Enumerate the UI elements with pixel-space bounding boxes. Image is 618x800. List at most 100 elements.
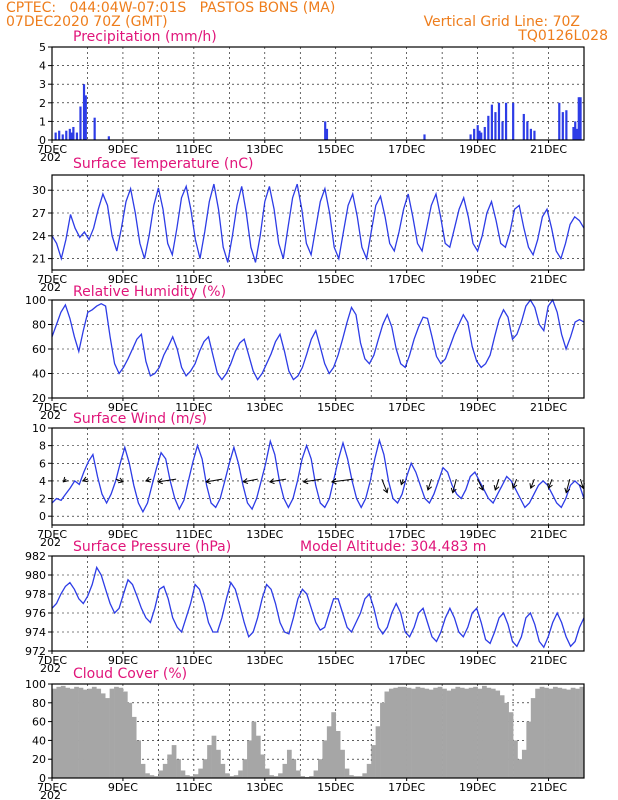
cloud-bar [69, 688, 75, 778]
y-tick-label: 5 [39, 41, 46, 54]
wind-arrow-head [330, 478, 337, 485]
x-tick-label: 13DEC [246, 654, 283, 667]
panel-frame [51, 46, 585, 141]
cloud-bar [233, 775, 239, 778]
wind-arrow-head [205, 478, 211, 485]
y-tick-label: 100 [25, 294, 46, 307]
cloud-bar [437, 686, 443, 778]
wind-arrow [477, 478, 484, 491]
wind-arrow [548, 478, 553, 489]
x-tick-label: 11DEC [175, 781, 212, 794]
wind-arrow-head [529, 483, 536, 490]
x-tick-label: 19DEC [459, 401, 496, 414]
x-tick-label: 7DEC [37, 654, 67, 667]
cloud-bar [357, 776, 363, 778]
panel-6 [48, 683, 585, 781]
cloud-bar [313, 770, 319, 778]
x-tick-label: 15DEC [317, 654, 354, 667]
cloud-bar [482, 685, 487, 778]
x-tick-label: 17DEC [388, 143, 425, 156]
cloud-bar [384, 691, 390, 778]
wind-arrow [579, 479, 584, 489]
cloud-bar [114, 686, 119, 778]
cloud-bar [388, 688, 394, 778]
x-tick-label: 9DEC [108, 401, 138, 414]
cloud-bar [286, 749, 292, 778]
cloud-bar [353, 776, 359, 778]
x-tick-label: 19DEC [459, 273, 496, 286]
y-tick-label: 10 [32, 422, 46, 435]
y-tick-label: 80 [32, 319, 46, 332]
cloud-bar [402, 686, 407, 778]
cloud-bar [60, 685, 66, 778]
y-tick-label: 974 [25, 626, 46, 639]
y-tick-label: 24 [32, 230, 46, 243]
cloud-bar [105, 698, 110, 778]
y-tick-label: 40 [32, 734, 46, 747]
cloud-bar [136, 740, 141, 778]
precip-bar [58, 130, 61, 140]
series-line [51, 565, 585, 649]
forecast-date: 07DEC2020 70Z (GMT) [6, 14, 168, 30]
cloud-bar [140, 763, 146, 778]
x-tick-label: 9DEC [108, 143, 138, 156]
precip-bar [82, 84, 86, 140]
wind-arrow [158, 478, 177, 483]
cloud-bar [322, 740, 328, 778]
panel-frame [51, 427, 585, 526]
precip-bar [526, 121, 529, 140]
panel-title: Surface Wind (m/s) [73, 411, 207, 427]
precip-bar [478, 130, 481, 140]
x-tick-label: 9DEC [108, 654, 138, 667]
cloud-bar [579, 686, 585, 778]
cloud-bar [242, 759, 248, 778]
precip-bar [324, 121, 327, 140]
panel-title: Precipitation (mm/h) [73, 29, 217, 45]
cloud-bar [193, 774, 199, 778]
wind-arrow-head [268, 478, 275, 485]
x-tick-label: 13DEC [246, 528, 283, 541]
wind-arrow [381, 478, 388, 493]
cloud-bar [251, 721, 257, 778]
cloud-bar [570, 687, 576, 778]
cloud-bar [273, 776, 279, 778]
y-tick-label: 982 [25, 550, 46, 563]
precip-bar [574, 121, 577, 140]
cloud-bar [278, 773, 283, 778]
wind-arrow-head [493, 484, 500, 491]
wind-arrow-head [157, 478, 163, 485]
cloud-bar [167, 754, 172, 778]
y-tick-label: 60 [32, 716, 46, 729]
cloud-bar [211, 735, 217, 778]
vertical-grid-note: Vertical Grid Line: 70Z [423, 14, 580, 30]
y-tick-label: 976 [25, 607, 46, 620]
y-tick-label: 60 [32, 343, 46, 356]
cloud-bar [566, 689, 571, 778]
cloud-bar [424, 688, 430, 778]
wind-arrow [512, 478, 518, 489]
cloud-bar [508, 712, 514, 778]
cloud-bar [495, 690, 501, 778]
cloud-bar [176, 759, 181, 778]
model-altitude: Model Altitude: 304.483 m [300, 539, 486, 555]
y-tick-label: 0 [39, 772, 46, 785]
cloud-bar [371, 745, 376, 778]
x-tick-label: 21DEC [530, 143, 567, 156]
y-tick-label: 978 [25, 588, 46, 601]
series-line [51, 437, 585, 514]
x-tick-label: 17DEC [388, 781, 425, 794]
cloud-bar [504, 702, 509, 778]
y-tick-label: 30 [32, 184, 46, 197]
y-tick-label: 80 [32, 697, 46, 710]
y-tick-label: 972 [25, 645, 46, 658]
cloud-bar [96, 688, 102, 778]
cloud-bar [539, 686, 545, 778]
cloud-bar [309, 776, 314, 778]
cloud-bar [428, 689, 434, 778]
wind-arrow-head [82, 476, 88, 483]
cloud-bar [153, 776, 159, 778]
cloud-bar [291, 759, 297, 778]
cloud-bar [295, 770, 301, 778]
precip-bar [572, 126, 575, 140]
